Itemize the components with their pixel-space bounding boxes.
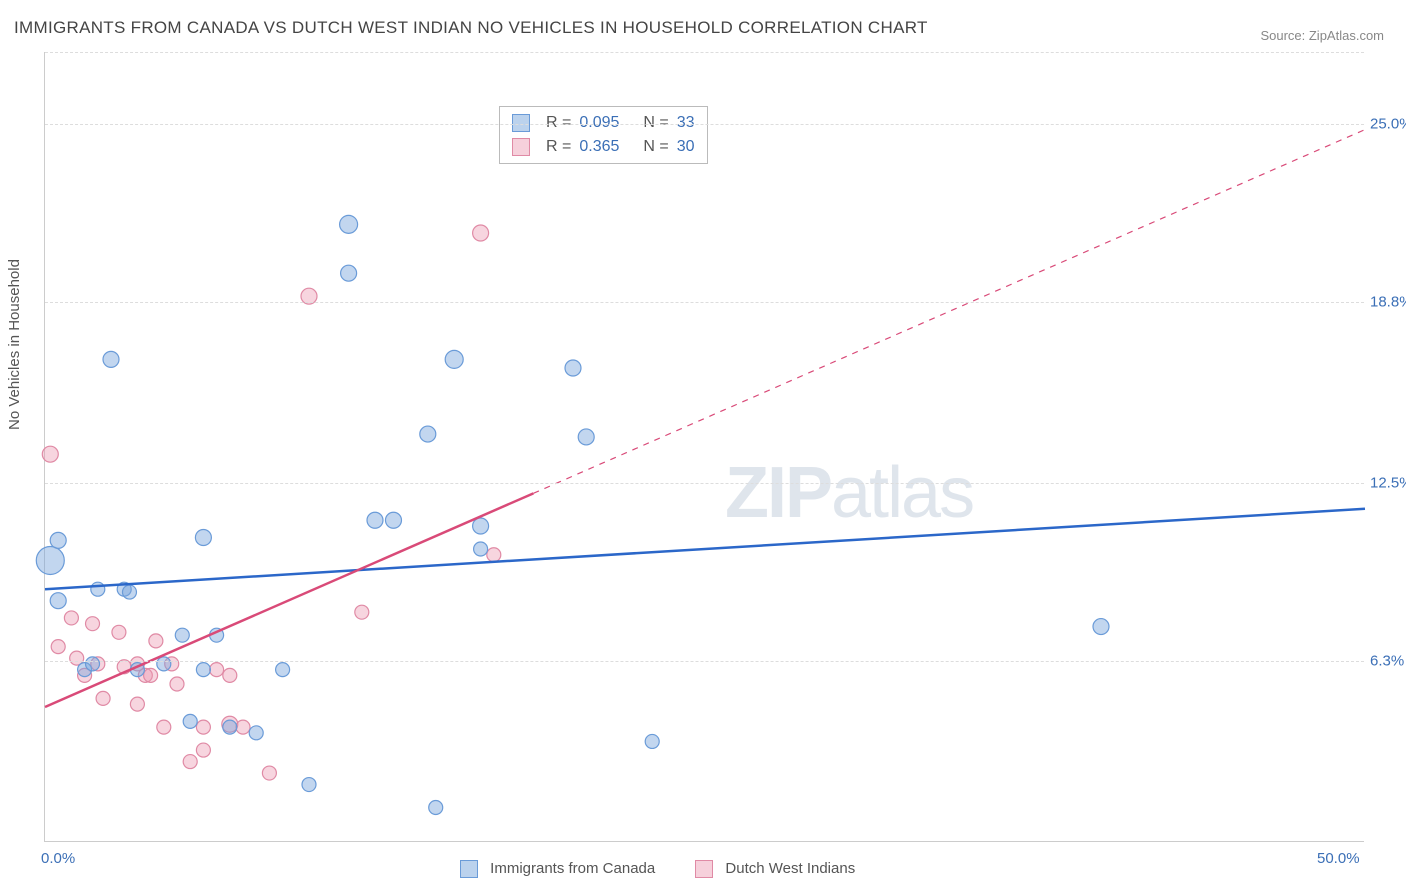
scatter-point	[149, 634, 163, 648]
scatter-point	[157, 720, 171, 734]
chart-title: IMMIGRANTS FROM CANADA VS DUTCH WEST IND…	[14, 18, 928, 38]
scatter-point	[183, 714, 197, 728]
scatter-point	[578, 429, 594, 445]
scatter-point	[36, 546, 64, 574]
scatter-point	[175, 628, 189, 642]
correlation-legend: R = 0.095 N = 33 R = 0.365 N = 30	[499, 106, 708, 164]
scatter-point	[86, 657, 100, 671]
scatter-point	[122, 585, 136, 599]
regression-line	[45, 493, 533, 707]
scatter-point	[50, 532, 66, 548]
scatter-point	[96, 691, 110, 705]
scatter-point	[195, 529, 211, 545]
scatter-point	[236, 720, 250, 734]
x-tick-label: 0.0%	[41, 850, 75, 867]
legend-row: R = 0.365 N = 30	[512, 135, 695, 159]
legend-r-label: R =	[546, 135, 571, 159]
legend-item: Immigrants from Canada	[460, 860, 655, 878]
legend-n-value: 30	[677, 135, 695, 159]
legend-n-label: N =	[643, 135, 668, 159]
y-tick-label: 6.3%	[1370, 653, 1406, 670]
gridline	[45, 124, 1364, 125]
regression-line-dashed	[533, 130, 1365, 494]
legend-label: Immigrants from Canada	[490, 860, 655, 877]
scatter-point	[355, 605, 369, 619]
legend-r-value: 0.365	[579, 135, 619, 159]
bottom-legend: Immigrants from Canada Dutch West Indian…	[460, 860, 855, 878]
scatter-point	[64, 611, 78, 625]
scatter-point	[385, 512, 401, 528]
legend-item: Dutch West Indians	[695, 860, 855, 878]
y-tick-label: 25.0%	[1370, 115, 1406, 132]
scatter-point	[42, 446, 58, 462]
scatter-point	[474, 542, 488, 556]
scatter-point	[223, 668, 237, 682]
scatter-point	[262, 766, 276, 780]
scatter-point	[565, 360, 581, 376]
scatter-point	[429, 801, 443, 815]
gridline	[45, 483, 1364, 484]
regression-line	[45, 509, 1365, 589]
y-axis-title: No Vehicles in Household	[6, 259, 23, 430]
scatter-point	[157, 657, 171, 671]
scatter-point	[445, 350, 463, 368]
legend-label: Dutch West Indians	[725, 860, 855, 877]
gridline	[45, 302, 1364, 303]
scatter-point	[51, 640, 65, 654]
scatter-point	[144, 668, 158, 682]
scatter-point	[210, 663, 224, 677]
scatter-point	[50, 593, 66, 609]
scatter-point	[223, 720, 237, 734]
scatter-point	[196, 663, 210, 677]
chart-svg	[45, 52, 1365, 842]
scatter-point	[196, 743, 210, 757]
scatter-point	[130, 697, 144, 711]
gridline	[45, 52, 1364, 53]
scatter-point	[487, 548, 501, 562]
scatter-point	[103, 351, 119, 367]
legend-swatch-icon	[512, 138, 530, 156]
scatter-point	[420, 426, 436, 442]
y-tick-label: 12.5%	[1370, 474, 1406, 491]
scatter-point	[276, 663, 290, 677]
scatter-point	[170, 677, 184, 691]
scatter-point	[196, 720, 210, 734]
x-tick-label: 50.0%	[1317, 850, 1360, 867]
gridline	[45, 661, 1364, 662]
scatter-point	[1093, 619, 1109, 635]
legend-swatch-icon	[460, 860, 478, 878]
scatter-point	[645, 734, 659, 748]
scatter-point	[183, 755, 197, 769]
scatter-point	[340, 215, 358, 233]
source-label: Source: ZipAtlas.com	[1260, 28, 1384, 43]
scatter-point	[249, 726, 263, 740]
scatter-point	[473, 518, 489, 534]
scatter-point	[302, 778, 316, 792]
legend-swatch-icon	[695, 860, 713, 878]
scatter-point	[473, 225, 489, 241]
y-tick-label: 18.8%	[1370, 293, 1406, 310]
scatter-point	[367, 512, 383, 528]
chart-plot-area: R = 0.095 N = 33 R = 0.365 N = 30 ZIPatl…	[44, 52, 1364, 842]
scatter-point	[86, 617, 100, 631]
scatter-point	[341, 265, 357, 281]
scatter-point	[91, 582, 105, 596]
scatter-point	[112, 625, 126, 639]
